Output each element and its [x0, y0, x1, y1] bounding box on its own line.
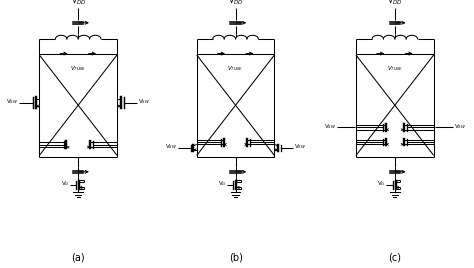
Text: V$_{SW}$: V$_{SW}$ — [324, 122, 336, 131]
Text: V$_{SW}$: V$_{SW}$ — [164, 142, 177, 151]
Text: V$_{G}$: V$_{G}$ — [218, 179, 227, 188]
Text: V$_{TUNE}$: V$_{TUNE}$ — [387, 64, 403, 73]
Text: V$_{SW}$: V$_{SW}$ — [454, 122, 466, 131]
Text: V$_{DD}$: V$_{DD}$ — [71, 0, 86, 7]
Text: V$_{TUNE}$: V$_{TUNE}$ — [228, 64, 244, 73]
Text: V$_{SW}$: V$_{SW}$ — [294, 142, 307, 151]
Text: V$_{SW}$: V$_{SW}$ — [138, 97, 150, 106]
Text: V$_{G}$: V$_{G}$ — [61, 179, 69, 188]
Text: V$_{SW}$: V$_{SW}$ — [6, 97, 18, 106]
Text: V$_{DD}$: V$_{DD}$ — [228, 0, 243, 7]
Text: (b): (b) — [228, 252, 243, 262]
Text: (a): (a) — [72, 252, 85, 262]
Text: (c): (c) — [388, 252, 401, 262]
Text: V$_{DD}$: V$_{DD}$ — [387, 0, 402, 7]
Text: V$_{TUNE}$: V$_{TUNE}$ — [70, 64, 86, 73]
Text: V$_{G}$: V$_{G}$ — [377, 179, 386, 188]
